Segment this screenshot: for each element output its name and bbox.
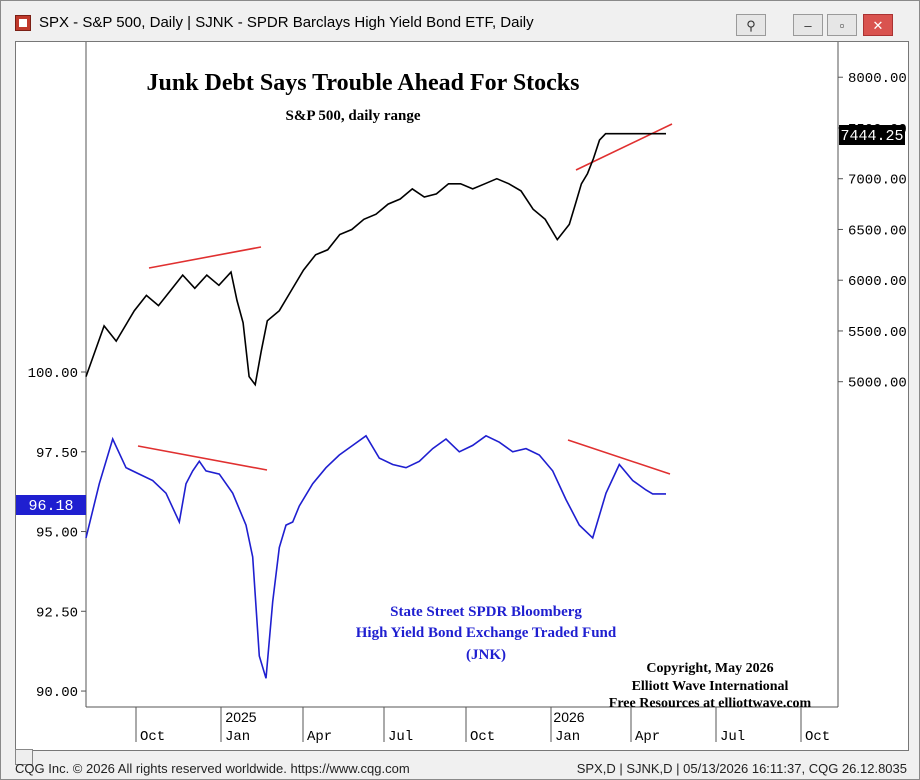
copyright-line3: Free Resources at elliottwave.com: [609, 696, 812, 711]
cqg-app-icon: [15, 15, 31, 31]
spx-series-line: [85, 132, 666, 387]
x-tick-label: Oct: [805, 729, 830, 745]
x-tick-label: Jul: [388, 729, 413, 745]
scroll-corner[interactable]: [15, 749, 33, 765]
jnk-last-price-bg: [16, 495, 86, 515]
trend-line-0: [148, 246, 262, 269]
footer-copyright: CQG Inc. © 2026 All rights reserved worl…: [15, 761, 410, 776]
jnk-last-price: 96.18: [28, 498, 73, 515]
spx-tick-label: 8000.00: [848, 71, 907, 87]
minimize-button[interactable]: –: [793, 14, 823, 36]
year-label-2025: 2025: [225, 709, 256, 725]
spx-tick-label: 5000.00: [848, 376, 907, 392]
jnk-label-line3: (JNK): [466, 647, 506, 663]
close-button[interactable]: ✕: [863, 14, 893, 36]
x-tick-label: Oct: [470, 729, 495, 745]
chart-panel[interactable]: 8000.007500.007000.006500.006000.005500.…: [15, 41, 909, 751]
jnk-tick-label: 95.00: [36, 526, 78, 542]
chart-svg: 8000.007500.007000.006500.006000.005500.…: [16, 42, 907, 745]
copyright-line2: Elliott Wave International: [632, 679, 789, 694]
footer-timestamp: SPX,D | SJNK,D | 05/13/2026 16:11:37, CQ…: [576, 761, 907, 776]
jnk-tick-label: 97.50: [36, 446, 78, 462]
spx-last-price: 7444.25: [840, 128, 903, 145]
year-label-2026: 2026: [553, 709, 584, 725]
jnk-last-price-badge: 96.18: [16, 495, 86, 515]
jnk-axis-ticks: 100.00 97.50 95.00 92.50 90.00: [28, 366, 86, 701]
jnk-tick-label: 100.00: [28, 366, 78, 382]
jnk-tick-label: 90.00: [36, 685, 78, 701]
chart-subtitle: S&P 500, daily range: [285, 108, 420, 124]
jnk-series-line: [85, 434, 666, 679]
x-tick-label: Apr: [635, 729, 660, 745]
x-tick-label: Jul: [720, 729, 745, 745]
jnk-label-line2: High Yield Bond Exchange Traded Fund: [356, 625, 617, 641]
x-tick-label: Apr: [307, 729, 332, 745]
window-title: SPX - S&P 500, Daily | SJNK - SPDR Barcl…: [39, 14, 534, 31]
x-axis-ticks: Oct Jan Apr Jul Oct Jan Apr Jul Oct: [135, 707, 830, 745]
x-tick-label: Jan: [225, 729, 250, 745]
jnk-tick-label: 92.50: [36, 605, 78, 621]
spx-tick-label: 5500.00: [848, 325, 907, 341]
plot-area: [86, 42, 838, 707]
spx-axis-ticks: 8000.007500.007000.006500.006000.005500.…: [838, 71, 907, 392]
maximize-button[interactable]: ▫: [827, 14, 857, 36]
trend-line-3: [567, 439, 671, 475]
copyright-line1: Copyright, May 2026: [646, 661, 773, 676]
spx-last-price-badge: 7444.25: [839, 125, 905, 145]
x-tick-label: Oct: [140, 729, 165, 745]
spx-tick-label: 6500.00: [848, 223, 907, 239]
x-tick-label: Jan: [555, 729, 580, 745]
title-bar[interactable]: SPX - S&P 500, Daily | SJNK - SPDR Barcl…: [1, 1, 919, 39]
link-icon[interactable]: ⚲: [736, 14, 766, 36]
chart-title: Junk Debt Says Trouble Ahead For Stocks: [147, 70, 580, 96]
spx-last-price-bg: [839, 125, 905, 145]
trend-line-2: [137, 445, 268, 471]
spx-tick-label: 7000.00: [848, 173, 907, 189]
status-bar: CQG Inc. © 2026 All rights reserved worl…: [1, 761, 919, 779]
jnk-label-line1: State Street SPDR Bloomberg: [390, 604, 582, 620]
spx-tick-label: 6000.00: [848, 274, 907, 290]
